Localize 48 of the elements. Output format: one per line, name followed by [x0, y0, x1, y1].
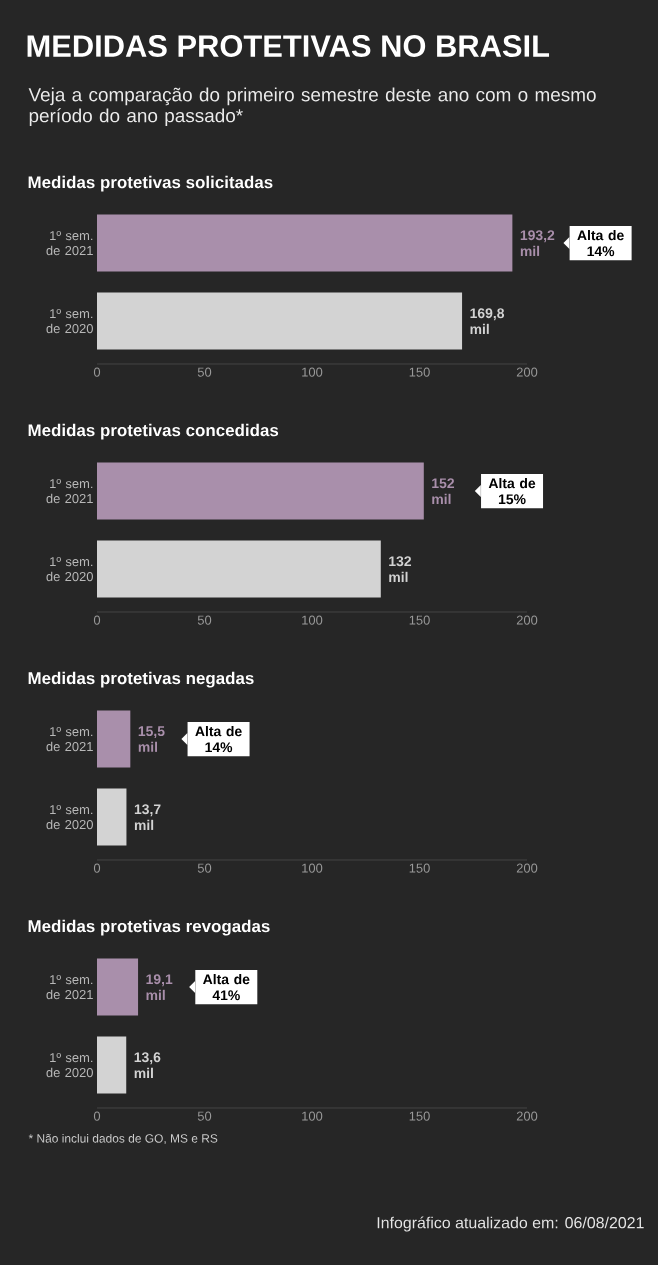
data-label: 193,2 mil — [520, 230, 555, 256]
y-tick-label: 1º sem. de 2021 — [46, 727, 93, 752]
data-label: 19,1 mil — [146, 974, 173, 1000]
text: Alta de 14% — [577, 230, 624, 257]
y-tick-label: 1º sem. de 2021 — [46, 231, 93, 256]
y-tick-label: 1º sem. de 2020 — [46, 1053, 93, 1078]
y-tick-label: 1º sem. de 2020 — [46, 805, 93, 830]
data-label: 152 mil — [432, 478, 455, 504]
annotation: Alta de 41% — [203, 974, 250, 1001]
data-label: 15,5 mil — [138, 726, 165, 752]
text: Infográfico atualizado em: 06/08/2021 — [377, 1216, 644, 1232]
data-label: 13,6 mil — [134, 1052, 161, 1078]
x-tick-label: 0 — [93, 1111, 101, 1121]
x-tick-label: 200 — [516, 863, 538, 873]
x-tick-label: 100 — [302, 367, 323, 377]
x-tick-label: 0 — [93, 615, 101, 625]
x-tick-label: 200 — [516, 615, 538, 625]
x-tick-label: 100 — [302, 615, 323, 625]
annotation: Alta de 15% — [488, 477, 536, 505]
y-tick-label: 1º sem. de 2021 — [46, 975, 93, 1000]
chart-title: Medidas protetivas concedidas — [28, 423, 279, 440]
x-tick-label: 200 — [516, 1111, 538, 1121]
x-tick-label: 50 — [197, 367, 212, 377]
chart-title: Medidas protetivas negadas — [28, 671, 254, 688]
data-label: 169,8 mil — [470, 308, 505, 334]
chart-title: Medidas protetivas revogadas — [28, 919, 270, 936]
y-tick-label: 1º sem. de 2020 — [46, 557, 93, 582]
x-tick-label: 150 — [409, 863, 430, 873]
x-tick-label: 150 — [409, 615, 430, 625]
x-tick-label: 100 — [302, 1111, 323, 1121]
x-tick-label: 200 — [516, 367, 538, 377]
x-tick-label: 100 — [302, 863, 323, 873]
x-tick-label: 150 — [409, 1111, 430, 1121]
text: MEDIDAS PROTETIVAS NO BRASIL — [27, 35, 550, 57]
x-tick-label: 50 — [197, 863, 212, 873]
x-tick-label: 0 — [93, 367, 101, 377]
data-label: 13,7 mil — [134, 804, 161, 830]
y-tick-label: 1º sem. de 2020 — [46, 309, 93, 334]
x-tick-label: 50 — [197, 615, 212, 625]
text: * Não inclui dados de GO, MS e RS — [28, 1133, 218, 1145]
x-tick-label: 150 — [409, 367, 430, 377]
x-tick-label: 0 — [93, 863, 101, 873]
annotation: Alta de 14% — [195, 726, 242, 753]
x-tick-label: 50 — [197, 1111, 212, 1121]
y-tick-label: 1º sem. de 2021 — [46, 479, 93, 504]
chart-title: Medidas protetivas solicitadas — [28, 175, 273, 192]
text: Veja a comparação do primeiro semestre deste ano com o mesmo período do ano passado* — [28, 87, 596, 127]
data-label: 132 mil — [389, 556, 412, 582]
